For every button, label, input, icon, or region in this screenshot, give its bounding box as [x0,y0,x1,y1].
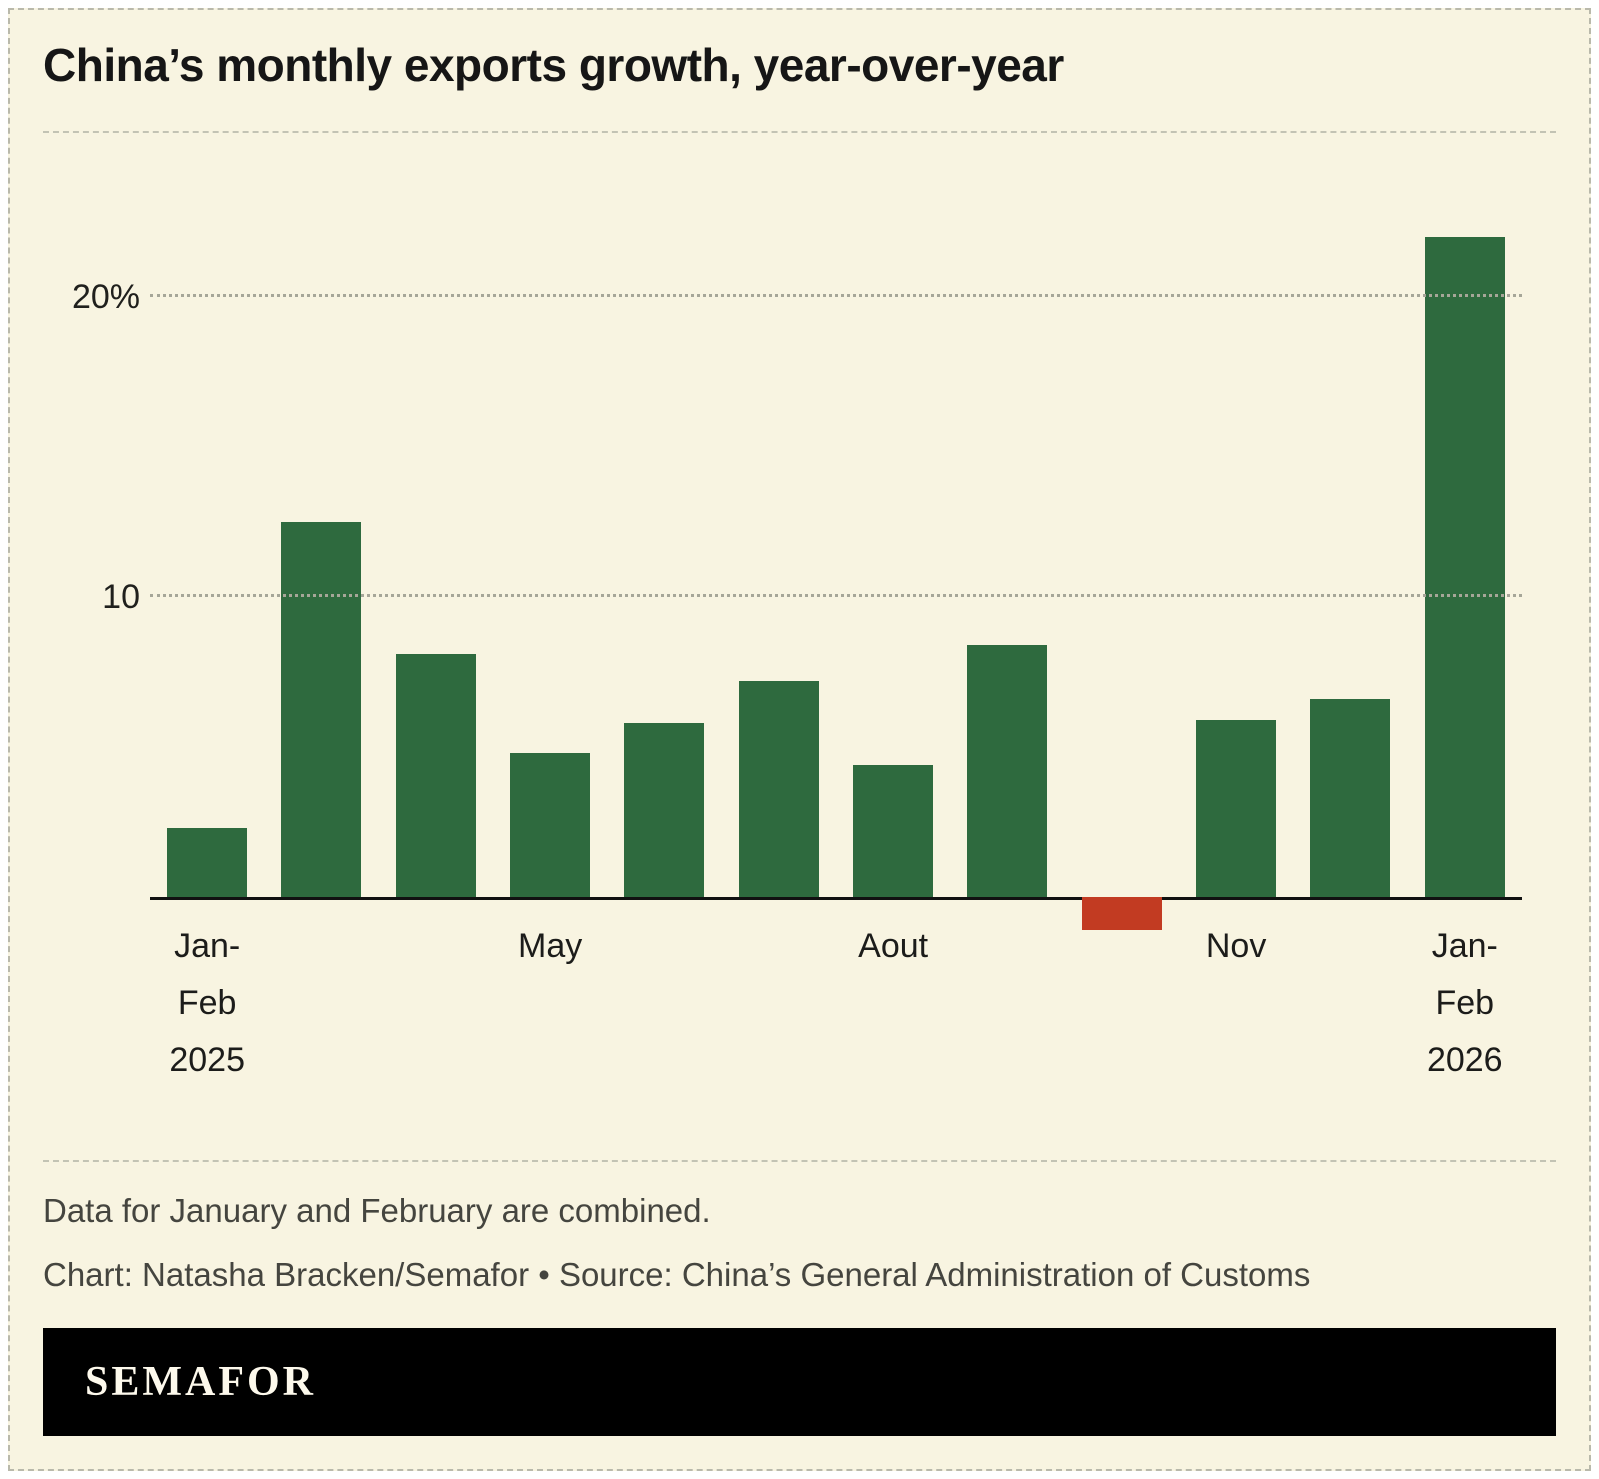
footnote: Data for January and February are combin… [43,1192,711,1229]
bar-column [1293,167,1407,897]
bar-column [264,167,378,897]
bars-container [150,167,1522,930]
bar [967,645,1048,897]
x-axis-label: Jan- Feb 2025 [169,927,245,1079]
bar [853,765,934,897]
plot-area [150,167,1522,930]
bar [395,654,476,897]
bar [167,828,248,897]
bar-column [607,167,721,897]
bar [1081,897,1162,930]
credit-line: Chart: Natasha Bracken/Semafor • Source:… [43,1256,1311,1293]
bar [281,522,362,897]
bar-column [150,167,264,897]
gridline [150,294,1522,297]
separator-above-notes [43,1160,1556,1162]
x-axis: Jan- Feb 2025 May Aout Nov Jan- Feb 2026 [150,918,1522,1089]
bar-column [1179,167,1293,897]
bar-column [950,167,1064,897]
x-axis-label: Nov [1205,927,1267,965]
x-axis-label: May [518,927,583,965]
bar-column [1408,167,1522,897]
bar-column [1065,167,1179,930]
semafor-logo: SEMAFOR [85,1359,316,1405]
bar-column [722,167,836,897]
logo-bar: SEMAFOR [43,1328,1556,1436]
chart-title: China’s monthly exports growth, year-ove… [43,39,1064,91]
bar-column [379,167,493,897]
bar [624,723,705,897]
gridline [150,594,1522,597]
bar-column [836,167,950,897]
x-axis-label: Jan- Feb 2026 [1426,927,1503,1079]
bar [1310,699,1391,897]
bar-column [493,167,607,897]
y-axis-tick-label: 10 [102,578,140,616]
bar [738,681,819,897]
bar [1424,237,1505,897]
chart-panel: China’s monthly exports growth, year-ove… [8,8,1591,1471]
y-axis-tick-label: 20% [71,278,140,316]
separator-under-title [43,131,1556,133]
x-axis-label: Aout [858,927,929,965]
y-axis: 20% 10 [43,167,140,897]
bar [510,753,591,897]
bar [1196,720,1277,897]
